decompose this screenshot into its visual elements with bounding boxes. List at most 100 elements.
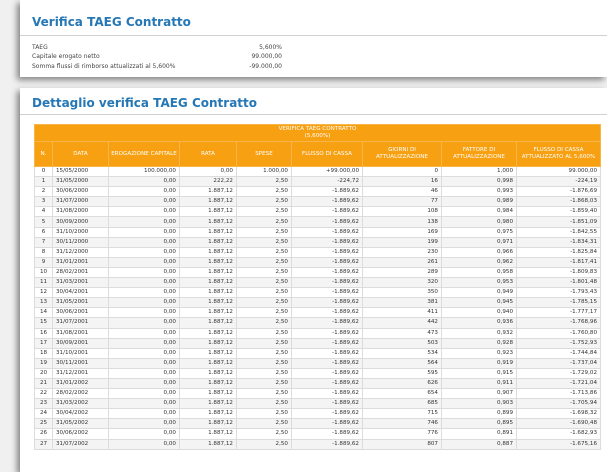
table-cell: 2,50	[236, 418, 292, 430]
table-cell: 10	[34, 266, 53, 279]
table-cell: 1.887,12	[179, 186, 237, 198]
table-cell: -1.889,62	[291, 246, 363, 258]
table-cell: -1.842,55	[515, 226, 602, 238]
table-cell: 31/07/2001	[52, 317, 109, 329]
table-cell: 1.887,12	[179, 337, 237, 349]
table-cell: 24	[34, 408, 53, 420]
taeg-table: VERIFICA TAEG CONTRATTO (5,600%) N. DATA E…	[33, 124, 602, 450]
column-header: FATTORE DI ATTUALIZZAZIONE	[441, 141, 517, 167]
table-cell: 99.000,00	[515, 165, 602, 178]
table-cell: 28/02/2002	[52, 388, 109, 400]
table-row: 18 31/10/2001 0,00 1.887,12 2,50 -1.889,62 534…	[34, 347, 602, 359]
table-cell: 2,50	[236, 337, 292, 349]
table-cell: -1.721,04	[515, 377, 602, 390]
table-cell: 1.887,12	[179, 347, 237, 359]
table-cell: -1.889,62	[291, 377, 363, 390]
table-cell: 2,50	[236, 196, 292, 208]
table-cell: 0,940	[441, 307, 517, 319]
table-cell: 1.887,12	[179, 277, 237, 289]
table-cell: 30/11/2001	[52, 357, 109, 369]
table-row: 21 31/01/2002 0,00 1.887,12 2,50 -1.889,62 626…	[34, 377, 602, 390]
table-row: 16 31/08/2001 0,00 1.887,12 2,50 -1.889,62 473…	[34, 327, 602, 339]
table-cell: -1.817,41	[515, 256, 602, 268]
table-cell: 20	[34, 367, 53, 379]
column-header: EROGAZIONE CAPITALE	[108, 141, 180, 167]
table-subtitle: (5,600%)	[304, 133, 331, 139]
table-title: VERIFICA TAEG CONTRATTO	[278, 126, 357, 132]
table-cell: -1.889,62	[291, 226, 363, 238]
table-cell: -1.809,83	[515, 266, 602, 279]
table-cell: 1.887,12	[179, 236, 237, 248]
table-cell: -1.859,40	[515, 206, 602, 218]
table-cell: 30/06/2002	[52, 428, 109, 440]
table-cell: -1.889,62	[291, 287, 363, 299]
table-cell: 31/01/2002	[52, 377, 109, 390]
table-cell: +99.000,00	[291, 165, 363, 178]
table-cell: 30/04/2001	[52, 287, 109, 299]
table-row: 22 28/02/2002 0,00 1.887,12 2,50 -1.889,62 654…	[34, 388, 602, 400]
table-cell: -1.889,62	[291, 398, 363, 410]
table-cell: -1.889,62	[291, 388, 363, 400]
dettaglio-panel: Dettaglio verifica TAEG Contratto VERIFI…	[20, 88, 607, 472]
table-cell: 2,50	[236, 408, 292, 420]
table-cell: 2,50	[236, 256, 292, 268]
table-cell: 2,50	[236, 388, 292, 400]
title-divider	[20, 114, 607, 115]
table-cell: 31/10/2001	[52, 347, 109, 359]
table-cell: 0,00	[108, 347, 180, 359]
table-cell: -1.889,62	[291, 196, 363, 208]
table-cell: 1.887,12	[179, 398, 237, 410]
table-cell: 1.887,12	[179, 256, 237, 268]
table-cell: 0,989	[441, 196, 517, 208]
summary-label: TAEG	[32, 44, 48, 51]
table-cell: -1.793,43	[515, 287, 602, 299]
table-cell: 0,00	[108, 226, 180, 238]
table-cell: 25	[34, 418, 53, 430]
table-header-row: N. DATA EROGAZIONE CAPITALE RATA SPESE FLUSSO…	[34, 141, 602, 167]
table-cell: 100.000,00	[108, 165, 180, 178]
table-cell: 1.887,12	[179, 196, 237, 208]
table-cell: 30/06/2001	[52, 307, 109, 319]
table-cell: 0,971	[441, 236, 517, 248]
table-cell: 28/02/2001	[52, 266, 109, 279]
table-cell: 0,923	[441, 347, 517, 359]
table-cell: 0,887	[441, 438, 517, 450]
table-row: 27 31/07/2002 0,00 1.887,12 2,50 -1.889,62 807…	[34, 438, 602, 450]
table-cell: 23	[34, 398, 53, 410]
table-cell: 21	[34, 377, 53, 390]
table-cell: -1.690,48	[515, 418, 602, 430]
table-cell: -1.889,62	[291, 266, 363, 279]
table-cell: -1.889,62	[291, 337, 363, 349]
column-header: RATA	[179, 141, 237, 167]
table-body: 0 15/05/2000 100.000,00 0,00 1.000,00 +99.000…	[34, 165, 602, 450]
dettaglio-title: Dettaglio verifica TAEG Contratto	[32, 96, 258, 110]
table-cell: 534	[362, 347, 442, 359]
table-cell: 626	[362, 377, 442, 390]
table-cell: 2,50	[236, 287, 292, 299]
table-cell: 1.887,12	[179, 408, 237, 420]
table-cell: -1.889,62	[291, 216, 363, 228]
table-cell: 13	[34, 297, 53, 309]
table-cell: -1.889,62	[291, 317, 363, 329]
table-cell: 1.887,12	[179, 357, 237, 369]
table-cell: 5	[34, 216, 53, 228]
table-cell: 2,50	[236, 367, 292, 379]
verifica-taeg-panel: Verifica TAEG Contratto TAEG 5,600% Capi…	[20, 0, 607, 77]
table-cell: 0,00	[108, 287, 180, 299]
table-cell: -1.889,62	[291, 297, 363, 309]
table-cell: 2,50	[236, 236, 292, 248]
table-cell: 14	[34, 307, 53, 319]
table-cell: 30/09/2000	[52, 216, 109, 228]
table-cell: 1.887,12	[179, 428, 237, 440]
table-cell: 2,50	[236, 307, 292, 319]
table-cell: -1.889,62	[291, 357, 363, 369]
table-row: 3 31/07/2000 0,00 1.887,12 2,50 -1.889,62 77 0,…	[34, 196, 602, 208]
table-cell: -1.744,84	[515, 347, 602, 359]
table-cell: 2,50	[236, 357, 292, 369]
table-cell: -224,72	[291, 176, 363, 188]
table-cell: 715	[362, 408, 442, 420]
table-cell: 473	[362, 327, 442, 339]
table-cell: 30/09/2001	[52, 337, 109, 349]
table-cell: 0,962	[441, 256, 517, 268]
table-cell: 2	[34, 186, 53, 198]
